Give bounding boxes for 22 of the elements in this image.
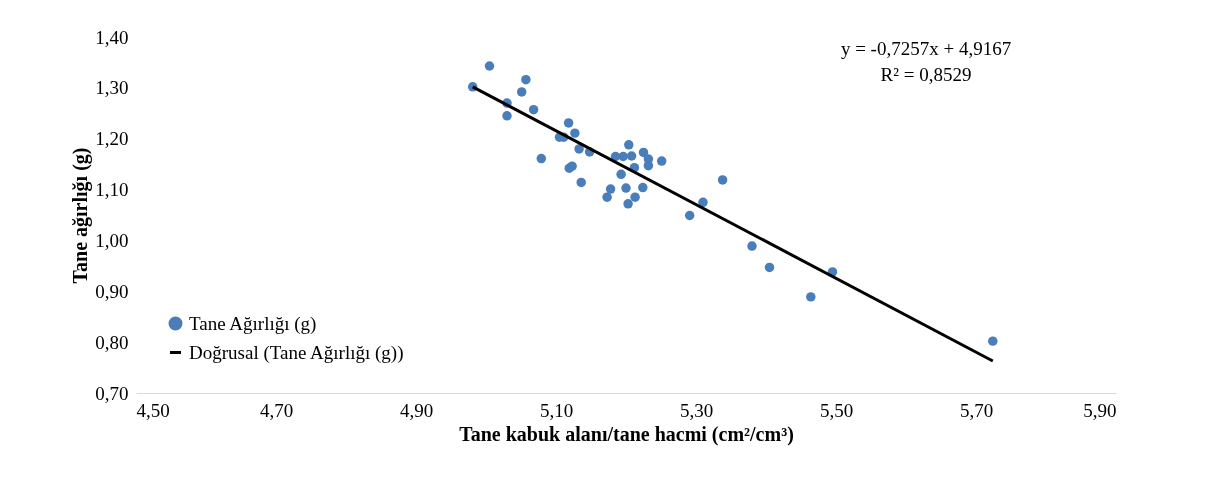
x-tick-label: 4,50 — [136, 399, 170, 421]
x-tick-label: 4,90 — [399, 399, 434, 421]
x-tick-label: 5,90 — [1083, 399, 1117, 421]
legend-label: Tane Ağırlığı (g) — [189, 312, 317, 335]
y-tick-label: 1,20 — [95, 128, 129, 150]
annotation: y = -0,7257x + 4,9167 — [840, 38, 1012, 59]
y-tick-label: 1,40 — [95, 26, 129, 48]
y-tick-label: 0,90 — [95, 280, 129, 302]
legend-label: Doğrusal (Tane Ağırlığı (g)) — [189, 341, 404, 364]
x-tick-label: 5,30 — [679, 399, 714, 421]
y-tick-label: 1,30 — [95, 77, 129, 99]
y-tick-label: 1,00 — [95, 229, 129, 251]
x-tick-label: 5,50 — [819, 399, 854, 421]
x-tick-label: 4,70 — [259, 399, 294, 421]
y-tick-label: 1,10 — [95, 179, 129, 201]
y-axis-title: Tane ağırlığı (g) — [69, 147, 93, 284]
x-axis-title: Tane kabuk alanı/tane hacmi (cm²/cm³) — [459, 422, 794, 446]
x-tick-label: 5,70 — [959, 399, 994, 421]
y-tick-label: 0,80 — [95, 331, 129, 353]
annotation: R² = 0,8529 — [880, 64, 972, 85]
x-tick-label: 5,10 — [539, 399, 574, 421]
y-tick-label: 0,70 — [95, 382, 129, 404]
